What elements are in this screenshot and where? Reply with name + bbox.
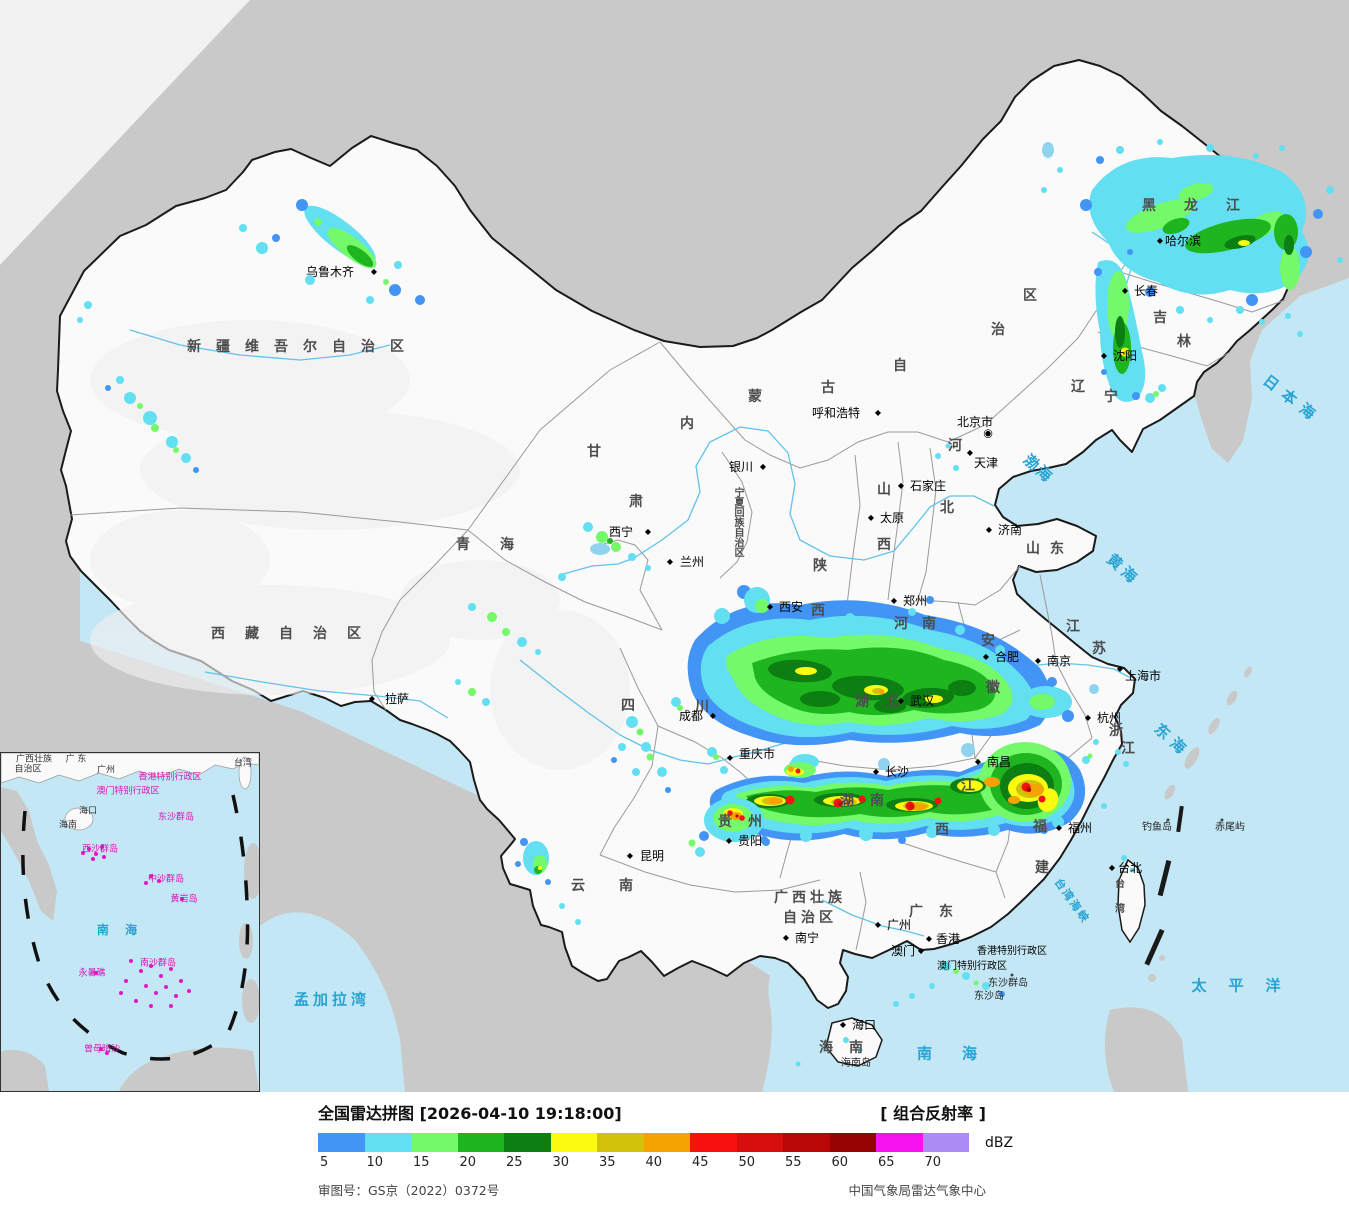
legend-tick-5: 5 [320, 1155, 329, 1170]
legend-tick-55: 55 [785, 1155, 802, 1170]
legend-swatch-20 [457, 1133, 504, 1152]
legend-tick-10: 10 [366, 1155, 384, 1170]
radar-echo-layer [77, 139, 1343, 1067]
legend-tick-40: 40 [645, 1155, 663, 1170]
legend-swatch-40 [643, 1133, 690, 1152]
legend-swatch-65 [876, 1133, 923, 1152]
legend-tick-35: 35 [599, 1155, 616, 1170]
south-china-sea-inset [0, 752, 262, 1092]
dbz-colorbar [318, 1133, 969, 1152]
legend-swatch-35 [597, 1133, 644, 1152]
legend-swatch-45 [690, 1133, 737, 1152]
lakes [590, 142, 1099, 770]
legend-swatch-25 [504, 1133, 551, 1152]
terrain-shading [90, 320, 630, 770]
nine-dash-line [21, 794, 250, 1061]
legend-swatch-70 [922, 1133, 969, 1152]
dbz-tick-row: 5 10 15 20 25 30 35 40 45 50 55 60 65 70 [318, 1155, 969, 1170]
map-approval-number: 审图号：GS京（2022）0372号 [318, 1183, 500, 1198]
legend-tick-65: 65 [878, 1155, 895, 1170]
legend-panel: 全国雷达拼图 [2026-04-10 19:18:00] [ 组合反射率 ] d… [0, 1092, 1349, 1208]
legend-swatch-60 [829, 1133, 876, 1152]
hainan-island [825, 1017, 883, 1067]
legend-tick-45: 45 [692, 1155, 709, 1170]
legend-tick-60: 60 [831, 1155, 849, 1170]
legend-swatch-30 [550, 1133, 597, 1152]
china-radar-map [0, 0, 1349, 1092]
taiwan-island [1117, 858, 1146, 944]
island-groups [81, 845, 191, 1055]
legend-tick-20: 20 [459, 1155, 477, 1170]
legend-tick-25: 25 [506, 1155, 523, 1170]
legend-swatch-55 [783, 1133, 830, 1152]
boundary-dash-marks [1144, 805, 1184, 966]
legend-tick-30: 30 [552, 1155, 570, 1170]
small-islands [1010, 818, 1224, 977]
inset-map-graphics [0, 752, 262, 1091]
legend-swatch-5 [318, 1133, 365, 1152]
legend-swatch-15 [411, 1133, 458, 1152]
legend-swatch-50 [736, 1133, 783, 1152]
legend-swatch-10 [364, 1133, 411, 1152]
map-title: 全国雷达拼图 [2026-04-10 19:18:00] [318, 1104, 622, 1123]
dbz-unit-label: dBZ [985, 1134, 1014, 1151]
legend-tick-50: 50 [738, 1155, 756, 1170]
credit-label: 中国气象局雷达气象中心 [848, 1183, 986, 1198]
legend-tick-15: 15 [413, 1155, 430, 1170]
product-name: [ 组合反射率 ] [880, 1104, 986, 1123]
legend-tick-70: 70 [924, 1155, 942, 1170]
